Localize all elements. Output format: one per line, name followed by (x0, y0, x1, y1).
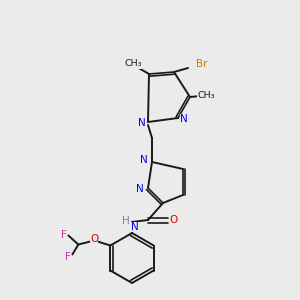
Text: F: F (61, 230, 67, 239)
Text: Br: Br (196, 59, 208, 69)
Text: O: O (90, 233, 98, 244)
Text: N: N (136, 184, 144, 194)
Text: F: F (65, 251, 71, 262)
Text: CH₃: CH₃ (124, 59, 142, 68)
Text: CH₃: CH₃ (197, 91, 215, 100)
Text: H: H (122, 216, 130, 226)
Text: N: N (138, 118, 146, 128)
Text: N: N (140, 155, 148, 165)
Text: O: O (170, 215, 178, 225)
Text: N: N (131, 222, 139, 232)
Text: N: N (180, 114, 188, 124)
